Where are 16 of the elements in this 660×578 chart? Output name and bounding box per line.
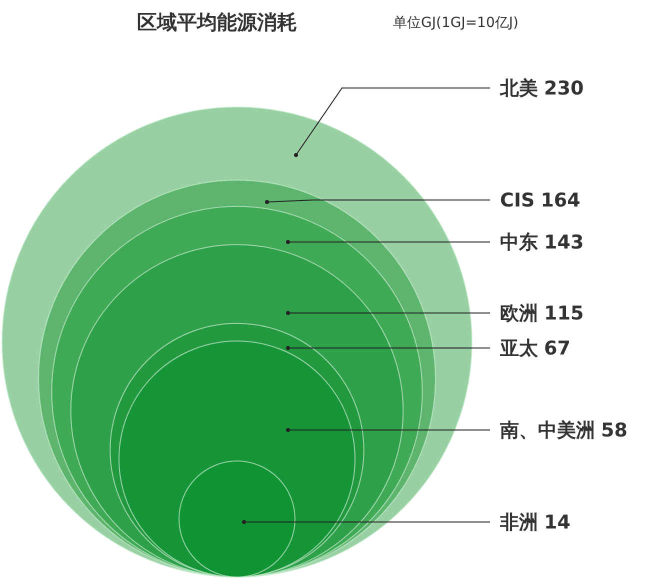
data-label: 14 <box>544 512 570 534</box>
text: 单位GJ(1GJ=10亿J) <box>393 14 518 31</box>
category-label: 亚太 <box>499 338 539 360</box>
data-label: 230 <box>544 78 584 100</box>
category-label: 非洲 <box>499 512 538 534</box>
category-label: 欧洲 <box>500 302 538 325</box>
data-label: 164 <box>540 190 580 212</box>
data-label: 115 <box>544 302 584 325</box>
category-label: 中东 <box>500 232 538 254</box>
text: 区域平均能源消耗 <box>137 10 297 34</box>
category-label: 南、中美洲 <box>499 420 595 442</box>
category-label: CIS <box>500 190 535 212</box>
data-label: 58 <box>601 420 628 442</box>
data-label: 67 <box>544 338 570 360</box>
category-label: 北美 <box>499 78 538 100</box>
data-label: 143 <box>544 232 584 254</box>
